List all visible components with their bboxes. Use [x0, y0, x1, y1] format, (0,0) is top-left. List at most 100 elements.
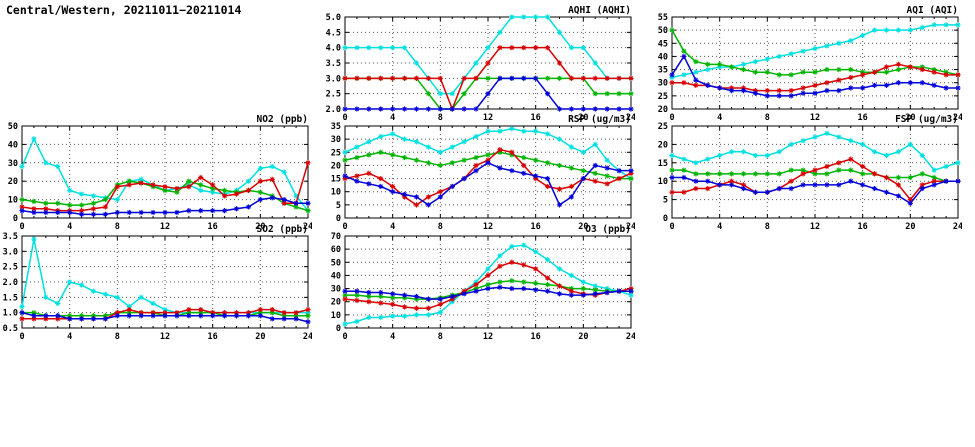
- svg-text:0: 0: [336, 324, 341, 334]
- o3-plot-canvas: 0 4 8 12 16 20 24 0 10 20 30 40 50 60 70: [331, 232, 635, 342]
- svg-text:20: 20: [255, 222, 265, 232]
- svg-text:8: 8: [765, 113, 770, 123]
- svg-text:0: 0: [342, 113, 347, 123]
- svg-text:15: 15: [331, 175, 341, 185]
- svg-text:30: 30: [331, 135, 341, 145]
- svg-text:4.5: 4.5: [326, 28, 341, 38]
- chart-title: RSP (ug/m3): [568, 114, 631, 125]
- svg-text:4: 4: [67, 222, 72, 232]
- svg-text:55: 55: [658, 13, 668, 23]
- svg-text:0.5: 0.5: [3, 324, 18, 334]
- svg-text:12: 12: [483, 332, 493, 342]
- svg-text:8: 8: [115, 332, 120, 342]
- svg-text:4: 4: [390, 222, 395, 232]
- svg-text:50: 50: [8, 122, 18, 132]
- svg-text:20: 20: [905, 113, 915, 123]
- svg-text:60: 60: [331, 245, 341, 255]
- aqhi-plot-canvas: 0 4 8 12 16 20 24 2.0 2.5 3.0 3.5 4.0 4.5 5.0: [326, 13, 635, 123]
- no2-plot-canvas: 0 4 8 12 16 20 24 0 10 20 30 40 50: [8, 122, 312, 232]
- svg-text:25: 25: [658, 122, 668, 132]
- chart-title: SO2 (ppb): [256, 224, 308, 235]
- svg-text:20: 20: [578, 113, 588, 123]
- svg-text:24: 24: [626, 113, 635, 123]
- svg-text:30: 30: [331, 285, 341, 295]
- svg-text:1.0: 1.0: [3, 309, 18, 319]
- svg-text:1.5: 1.5: [3, 293, 18, 303]
- svg-text:3.5: 3.5: [326, 59, 341, 69]
- svg-text:5: 5: [663, 196, 668, 206]
- svg-text:50: 50: [331, 258, 341, 268]
- svg-text:30: 30: [8, 159, 18, 169]
- svg-text:12: 12: [160, 222, 170, 232]
- svg-text:45: 45: [658, 39, 668, 49]
- svg-text:4: 4: [717, 222, 722, 232]
- svg-text:5.0: 5.0: [326, 13, 341, 23]
- fsp-chart: FSP (ug/m3) 0 4 8 12 16 20 24 0 5 10 15 20 25: [642, 114, 962, 232]
- svg-text:20: 20: [658, 140, 668, 150]
- page-title: Central/Western, 20211011−20211014: [6, 3, 242, 17]
- svg-text:16: 16: [858, 222, 868, 232]
- svg-text:2.0: 2.0: [3, 278, 18, 288]
- svg-text:8: 8: [438, 113, 443, 123]
- svg-text:24: 24: [303, 332, 312, 342]
- svg-text:0: 0: [19, 332, 24, 342]
- svg-text:20: 20: [578, 332, 588, 342]
- svg-text:24: 24: [303, 222, 312, 232]
- svg-text:16: 16: [531, 222, 541, 232]
- svg-text:20: 20: [331, 298, 341, 308]
- svg-text:12: 12: [810, 222, 820, 232]
- so2-plot-canvas: 0 4 8 12 16 20 24 0.5 1.0 1.5 2.0 2.5 3.0 3.5: [3, 232, 312, 342]
- svg-text:10: 10: [8, 196, 18, 206]
- svg-text:0: 0: [13, 214, 18, 224]
- no2-chart: NO2 (ppb) 0 4 8 12 16 20 24 0 10 20 30 40 50: [0, 114, 312, 232]
- svg-text:12: 12: [810, 113, 820, 123]
- svg-text:25: 25: [331, 148, 341, 158]
- svg-text:4: 4: [390, 332, 395, 342]
- svg-text:24: 24: [953, 222, 962, 232]
- svg-text:0: 0: [669, 113, 674, 123]
- chart-title: O3 (ppb): [585, 224, 631, 235]
- svg-text:8: 8: [438, 222, 443, 232]
- svg-text:20: 20: [8, 177, 18, 187]
- svg-text:0: 0: [342, 332, 347, 342]
- svg-text:4: 4: [717, 113, 722, 123]
- svg-text:20: 20: [578, 222, 588, 232]
- svg-text:5: 5: [336, 201, 341, 211]
- svg-text:3.0: 3.0: [3, 247, 18, 257]
- svg-text:24: 24: [626, 222, 635, 232]
- aqi-plot-canvas: 0 4 8 12 16 20 24 20 25 30 35 40 45 50 55: [658, 13, 962, 123]
- svg-text:16: 16: [531, 113, 541, 123]
- chart-title: AQHI (AQHI): [568, 5, 631, 16]
- svg-text:4: 4: [67, 332, 72, 342]
- svg-text:0: 0: [336, 214, 341, 224]
- aqi-chart: AQI (AQI) 0 4 8 12 16 20 24 20 25 30 35 40 45 50 55: [642, 5, 962, 123]
- svg-text:2.0: 2.0: [326, 105, 341, 115]
- svg-text:24: 24: [626, 332, 635, 342]
- svg-text:40: 40: [331, 271, 341, 281]
- svg-text:30: 30: [658, 79, 668, 89]
- svg-text:40: 40: [8, 140, 18, 150]
- fsp-plot-canvas: 0 4 8 12 16 20 24 0 5 10 15 20 25: [658, 122, 962, 232]
- svg-text:16: 16: [208, 222, 218, 232]
- svg-text:12: 12: [483, 222, 493, 232]
- svg-text:20: 20: [331, 161, 341, 171]
- svg-text:0: 0: [19, 222, 24, 232]
- svg-text:25: 25: [658, 92, 668, 102]
- so2-chart: SO2 (ppb) 0 4 8 12 16 20 24 0.5 1.0 1.5 2.0 2.5 3.0 3…: [0, 224, 312, 342]
- svg-text:16: 16: [531, 332, 541, 342]
- svg-text:8: 8: [438, 332, 443, 342]
- o3-chart: O3 (ppb) 0 4 8 12 16 20 24 0 10 20 30 40 50 60 70: [315, 224, 635, 342]
- rsp-chart: RSP (ug/m3) 0 4 8 12 16 20 24 0 5 10 15 20 25 30 35: [315, 114, 635, 232]
- svg-text:35: 35: [331, 122, 341, 132]
- rsp-plot-canvas: 0 4 8 12 16 20 24 0 5 10 15 20 25 30 35: [331, 122, 635, 232]
- svg-text:10: 10: [331, 188, 341, 198]
- svg-text:16: 16: [858, 113, 868, 123]
- svg-text:8: 8: [115, 222, 120, 232]
- svg-text:20: 20: [905, 222, 915, 232]
- svg-text:2.5: 2.5: [326, 90, 341, 100]
- svg-text:10: 10: [331, 311, 341, 321]
- svg-text:50: 50: [658, 26, 668, 36]
- svg-text:12: 12: [483, 113, 493, 123]
- svg-text:4: 4: [390, 113, 395, 123]
